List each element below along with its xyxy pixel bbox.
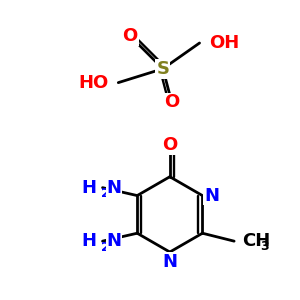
Text: S: S bbox=[156, 60, 170, 78]
Text: N: N bbox=[106, 178, 122, 196]
Text: H: H bbox=[82, 178, 97, 196]
Text: N: N bbox=[106, 232, 122, 250]
Text: O: O bbox=[164, 93, 179, 111]
Text: N: N bbox=[204, 187, 219, 205]
Text: O: O bbox=[123, 27, 138, 45]
Text: CH: CH bbox=[242, 232, 270, 250]
Text: OH: OH bbox=[209, 34, 240, 52]
Text: 2: 2 bbox=[100, 241, 109, 254]
Text: HO: HO bbox=[78, 74, 108, 92]
Text: O: O bbox=[162, 136, 177, 154]
Text: 2: 2 bbox=[100, 187, 109, 200]
Text: 3: 3 bbox=[260, 240, 268, 253]
Text: N: N bbox=[162, 253, 177, 271]
Text: H: H bbox=[82, 232, 97, 250]
